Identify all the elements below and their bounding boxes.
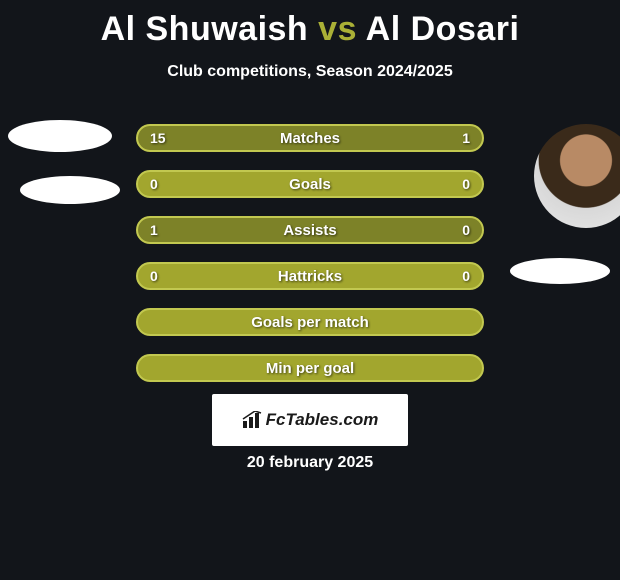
player1-avatar [8, 120, 112, 152]
vs-text: vs [318, 10, 357, 48]
stat-value-right: 0 [462, 176, 470, 192]
bar-fill-left [138, 126, 403, 150]
player2-name: Al Dosari [366, 10, 520, 48]
stat-label: Goals per match [251, 314, 369, 331]
player2-placeholder [510, 258, 610, 284]
subtitle: Club competitions, Season 2024/2025 [0, 63, 620, 81]
stat-bar-hattricks: 0 Hattricks 0 [136, 262, 484, 290]
stats-bars: 15 Matches 1 0 Goals 0 1 Assists 0 0 Hattricks 0 Goa… [136, 124, 484, 400]
stat-label: Hattricks [278, 268, 342, 285]
chart-icon [242, 411, 262, 429]
stat-label: Goals [289, 176, 331, 193]
player2-avatar [534, 124, 620, 228]
stat-value-left: 0 [150, 176, 158, 192]
logo-text: FcTables.com [266, 410, 379, 430]
player1-name: Al Shuwaish [101, 10, 309, 48]
player1-placeholder [20, 176, 120, 204]
stat-bar-assists: 1 Assists 0 [136, 216, 484, 244]
stat-label: Min per goal [266, 360, 354, 377]
stat-bar-matches: 15 Matches 1 [136, 124, 484, 152]
bar-fill-right [403, 126, 482, 150]
stat-label: Assists [283, 222, 336, 239]
stat-value-right: 0 [462, 222, 470, 238]
stat-bar-goals: 0 Goals 0 [136, 170, 484, 198]
stat-value-left: 0 [150, 268, 158, 284]
comparison-title: Al Shuwaish vs Al Dosari [0, 0, 620, 49]
stat-value-right: 0 [462, 268, 470, 284]
stat-bar-min-per-goal: Min per goal [136, 354, 484, 382]
stat-label: Matches [280, 130, 340, 147]
stat-value-left: 15 [150, 130, 166, 146]
stat-bar-goals-per-match: Goals per match [136, 308, 484, 336]
logo-box: FcTables.com [212, 394, 408, 446]
date-text: 20 february 2025 [0, 454, 620, 472]
stat-value-right: 1 [462, 130, 470, 146]
stat-value-left: 1 [150, 222, 158, 238]
